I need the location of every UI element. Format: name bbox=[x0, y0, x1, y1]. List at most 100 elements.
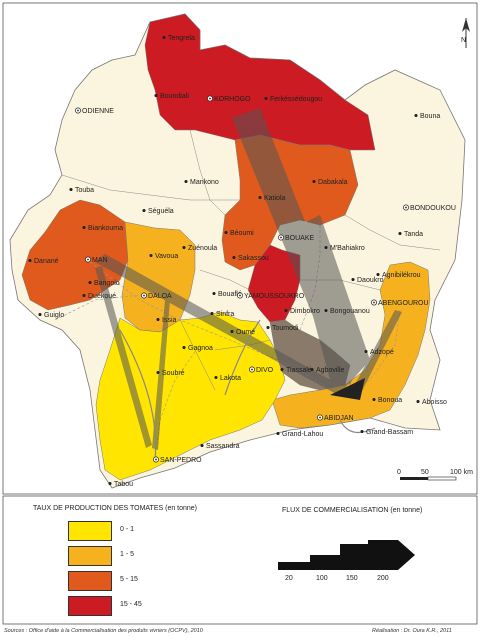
town-marker-center-abidjan bbox=[319, 416, 321, 419]
town-marker-center-divo bbox=[251, 368, 253, 371]
town-marker-center-daloa bbox=[143, 294, 145, 297]
town-marker-danan- bbox=[28, 258, 32, 263]
town-label-sakassou: Sakassou bbox=[238, 255, 269, 262]
town-marker-dimbokro bbox=[284, 308, 288, 313]
town-marker-center-bondoukou bbox=[405, 206, 407, 209]
town-label-bongouanou: Bongouanou bbox=[330, 308, 370, 315]
zone-yamoussoukro-red bbox=[247, 244, 301, 323]
town-marker-lakota bbox=[214, 375, 218, 380]
town-label-oum-: Oumé bbox=[236, 329, 255, 336]
town-marker-bongouanou bbox=[324, 308, 328, 313]
legend-swatch-2 bbox=[68, 571, 112, 591]
town-label-guiglo: Guiglo bbox=[44, 312, 64, 319]
town-label-ferk-ss-dougou: Ferkéssédougou bbox=[270, 96, 322, 103]
town-marker-center-san-pedro bbox=[155, 458, 157, 461]
town-label-bouafl-: Bouaflé bbox=[218, 291, 242, 298]
flow-arrow-man-abidjan bbox=[95, 254, 345, 395]
town-label-vavoua: Vavoua bbox=[155, 253, 178, 260]
town-label-sinfra: Sinfra bbox=[216, 311, 234, 318]
legend-label-3: 15 - 45 bbox=[120, 601, 142, 608]
town-label-m-bahiakro: M'Bahiakro bbox=[330, 245, 365, 252]
legend-swatch-1 bbox=[68, 546, 112, 566]
town-label-sassandra: Sassandra bbox=[206, 443, 240, 450]
town-marker-center-odienne bbox=[77, 109, 79, 112]
scale-label-100: 100 km bbox=[450, 469, 473, 476]
town-marker-tengrela bbox=[162, 35, 166, 40]
legend-label-1: 1 - 5 bbox=[120, 551, 135, 558]
flow-legend-title: FLUX DE COMMERCIALISATION (en tonne) bbox=[282, 507, 423, 514]
town-label-mankono: Mankono bbox=[190, 179, 219, 186]
author-credit: Réalisation : Dr. Oura K.R., 2011 bbox=[372, 628, 452, 634]
town-marker-aboisso bbox=[416, 399, 420, 404]
town-marker-tanda bbox=[398, 231, 402, 236]
scale-bar: 0 50 100 km bbox=[397, 469, 473, 481]
town-label-katiola: Katiola bbox=[264, 195, 286, 202]
town-label-toumodi: Toumodi bbox=[272, 325, 299, 332]
town-marker-center-abengourou bbox=[373, 301, 375, 304]
admin-boundaries bbox=[61, 129, 441, 391]
town-marker-mankono bbox=[184, 179, 188, 184]
town-marker-adzop- bbox=[364, 349, 368, 354]
flow-arrow-abengourou-abidjan bbox=[352, 310, 402, 395]
town-marker-agboville bbox=[310, 367, 314, 372]
town-marker-tiassal- bbox=[280, 367, 284, 372]
town-label-du-kou-: Duékoué bbox=[88, 293, 116, 300]
flow-arrow-bouake-abidjan bbox=[290, 215, 370, 388]
town-marker-s-gu-la bbox=[142, 208, 146, 213]
flow-legend-value-100: 100 bbox=[316, 575, 328, 582]
town-label-gagnoa: Gagnoa bbox=[188, 345, 213, 352]
town-label-dimbokro: Dimbokro bbox=[290, 308, 320, 315]
town-label-b-oumi: Béoumi bbox=[230, 230, 254, 237]
town-label-bouna: Bouna bbox=[420, 113, 440, 120]
town-label-daoukro: Daoukro bbox=[357, 277, 384, 284]
town-label-yamoussoukro: YAMOUSSOUKRO bbox=[244, 293, 305, 300]
town-label-daloa: DALOA bbox=[148, 293, 172, 300]
town-label-bondoukou: BONDOUKOU bbox=[410, 205, 456, 212]
town-marker-agnibil-krou bbox=[376, 272, 380, 277]
town-label-s-gu-la: Séguéla bbox=[148, 208, 174, 215]
town-marker-gagnoa bbox=[182, 345, 186, 350]
town-marker-touba bbox=[69, 187, 73, 192]
town-marker-center-korhogo bbox=[209, 97, 211, 100]
town-marker-daoukro bbox=[351, 277, 355, 282]
north-label: N bbox=[461, 37, 466, 44]
town-label-man: MAN bbox=[92, 257, 108, 264]
flow-legend-value-20: 20 bbox=[285, 575, 293, 582]
town-marker-bonoua bbox=[372, 397, 376, 402]
town-labels: Tengrela Boundiali KORHOGO Ferkéssédougou OD… bbox=[28, 35, 456, 488]
town-marker-biankouma bbox=[82, 225, 86, 230]
town-label-danan-: Danané bbox=[34, 258, 59, 265]
town-marker-oum- bbox=[230, 329, 234, 334]
town-label-tengrela: Tengrela bbox=[168, 35, 195, 42]
flow-arrow-man-sanpedro bbox=[95, 266, 152, 448]
town-label-bangolo: Bangolo bbox=[94, 280, 120, 287]
town-marker-bangolo bbox=[88, 280, 92, 285]
town-marker-grand-bassam bbox=[360, 429, 364, 434]
town-marker-issia bbox=[156, 317, 160, 322]
town-label-aboisso: Aboisso bbox=[422, 399, 447, 406]
town-marker-toumodi bbox=[266, 325, 270, 330]
town-marker-dabakala bbox=[312, 179, 316, 184]
town-label-agnibil-krou: Agnibilékrou bbox=[382, 272, 421, 279]
curved-flows bbox=[119, 319, 376, 461]
source-note: Sources : Office d'aide à la Commerciali… bbox=[4, 628, 203, 634]
town-label-adzop-: Adzopé bbox=[370, 349, 394, 356]
flow-arrows bbox=[95, 108, 402, 450]
town-label-grand-lahou: Grand-Lahou bbox=[282, 431, 323, 438]
town-label-tanda: Tanda bbox=[404, 231, 423, 238]
town-label-tabou: Tabou bbox=[114, 481, 133, 488]
legend-swatch-3 bbox=[68, 596, 112, 616]
flow-legend-shape bbox=[278, 540, 415, 570]
flow-legend-value-200: 200 bbox=[377, 575, 389, 582]
production-legend-title: TAUX DE PRODUCTION DES TOMATES (en tonne… bbox=[33, 505, 198, 512]
town-marker-soubr- bbox=[156, 370, 160, 375]
town-label-boundiali: Boundiali bbox=[160, 93, 189, 100]
legend-label-2: 5 - 15 bbox=[120, 576, 138, 583]
town-label-biankouma: Biankouma bbox=[88, 225, 123, 232]
town-label-grand-bassam: Grand-Bassam bbox=[366, 429, 413, 436]
town-marker-zu-noula bbox=[182, 245, 186, 250]
town-marker-bouna bbox=[414, 113, 418, 118]
town-label-abengourou: ABENGOUROU bbox=[378, 300, 429, 307]
town-marker-bouafl- bbox=[212, 291, 216, 296]
